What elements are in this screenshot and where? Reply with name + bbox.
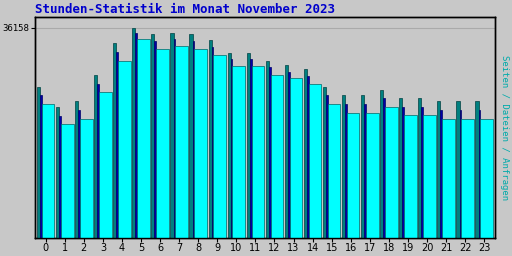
Bar bbox=[364, 104, 366, 238]
Bar bbox=[307, 76, 309, 238]
Y-axis label: Seiten / Dateien / Anfragen: Seiten / Dateien / Anfragen bbox=[500, 55, 509, 200]
Bar bbox=[323, 87, 326, 238]
Bar bbox=[116, 52, 118, 238]
Text: Stunden-Statistik im Monat November 2023: Stunden-Statistik im Monat November 2023 bbox=[35, 3, 335, 16]
Bar bbox=[99, 92, 112, 238]
Bar bbox=[328, 104, 340, 238]
Bar bbox=[418, 98, 421, 238]
Bar bbox=[113, 43, 116, 238]
Bar bbox=[40, 95, 42, 238]
Bar bbox=[479, 110, 480, 238]
Bar bbox=[97, 84, 99, 238]
Bar bbox=[309, 84, 322, 238]
Bar bbox=[342, 95, 345, 238]
Bar bbox=[75, 101, 78, 238]
Bar bbox=[480, 119, 493, 238]
Bar bbox=[366, 113, 378, 238]
Bar bbox=[459, 110, 461, 238]
Bar bbox=[59, 116, 61, 238]
Bar bbox=[214, 55, 226, 238]
Bar bbox=[288, 71, 290, 238]
Bar bbox=[247, 53, 250, 238]
Bar bbox=[423, 114, 436, 238]
Bar bbox=[437, 101, 440, 238]
Bar bbox=[271, 75, 283, 238]
Bar bbox=[211, 47, 214, 238]
Bar bbox=[385, 107, 398, 238]
Bar bbox=[80, 119, 93, 238]
Bar bbox=[189, 34, 193, 238]
Bar bbox=[269, 67, 271, 238]
Bar bbox=[155, 41, 156, 238]
Bar bbox=[250, 59, 251, 238]
Bar bbox=[78, 110, 80, 238]
Bar bbox=[404, 114, 417, 238]
Bar bbox=[440, 110, 442, 238]
Bar bbox=[251, 66, 264, 238]
Bar bbox=[380, 90, 383, 238]
Bar bbox=[137, 39, 150, 238]
Bar bbox=[208, 40, 211, 238]
Bar bbox=[170, 33, 174, 238]
Bar bbox=[476, 101, 479, 238]
Bar bbox=[132, 28, 135, 238]
Bar bbox=[383, 98, 385, 238]
Bar bbox=[156, 49, 169, 238]
Bar bbox=[42, 104, 54, 238]
Bar bbox=[152, 34, 155, 238]
Bar bbox=[326, 95, 328, 238]
Bar bbox=[118, 60, 131, 238]
Bar bbox=[175, 46, 188, 238]
Bar bbox=[421, 107, 423, 238]
Bar bbox=[347, 113, 359, 238]
Bar bbox=[290, 78, 302, 238]
Bar bbox=[399, 98, 402, 238]
Bar bbox=[135, 33, 137, 238]
Bar bbox=[193, 41, 195, 238]
Bar bbox=[304, 69, 307, 238]
Bar bbox=[174, 39, 175, 238]
Bar bbox=[266, 61, 269, 238]
Bar bbox=[456, 101, 459, 238]
Bar bbox=[56, 107, 59, 238]
Bar bbox=[37, 87, 40, 238]
Bar bbox=[227, 53, 231, 238]
Bar bbox=[461, 119, 474, 238]
Bar bbox=[195, 49, 207, 238]
Bar bbox=[232, 66, 245, 238]
Bar bbox=[61, 124, 74, 238]
Bar bbox=[231, 59, 232, 238]
Bar bbox=[402, 107, 404, 238]
Bar bbox=[285, 65, 288, 238]
Bar bbox=[94, 75, 97, 238]
Bar bbox=[345, 104, 347, 238]
Bar bbox=[442, 119, 455, 238]
Bar bbox=[361, 95, 364, 238]
